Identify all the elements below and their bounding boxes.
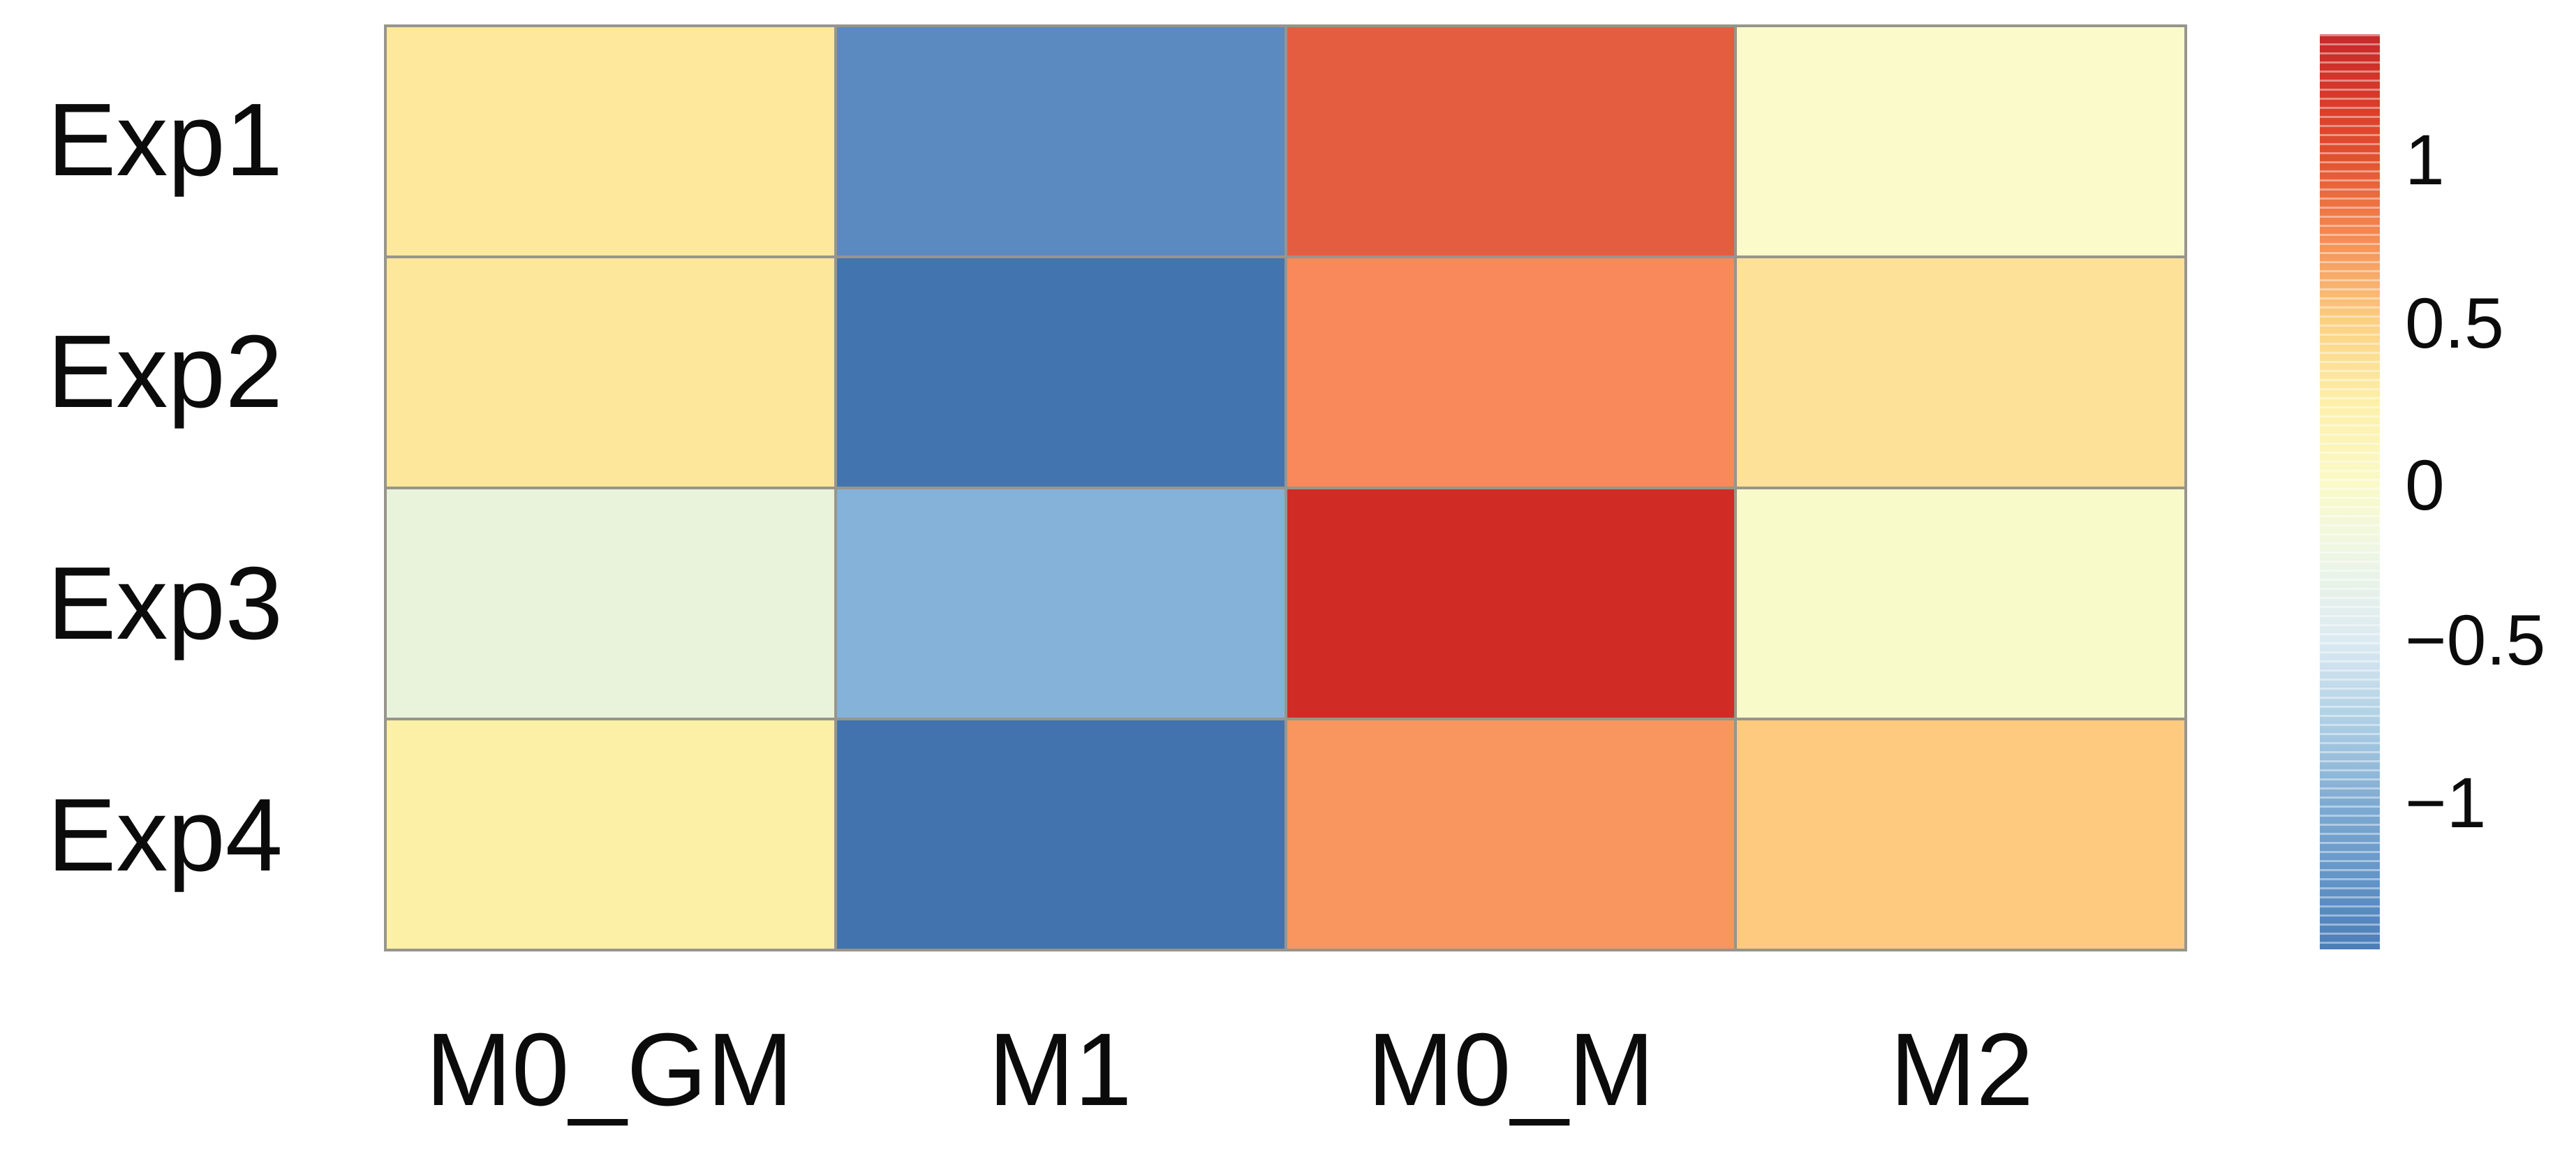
heatmap-cell (387, 27, 834, 255)
row-label: Exp2 (47, 314, 283, 429)
heatmap-cell (836, 720, 1285, 949)
row-label: Exp3 (47, 546, 283, 661)
colorbar (2320, 34, 2380, 949)
heatmap-cell (1737, 258, 2184, 487)
heatmap-cell (1287, 258, 1735, 487)
heatmap-cell (1737, 489, 2184, 718)
colorbar-tick-label: 1 (2405, 119, 2445, 200)
heatmap-grid (384, 24, 2187, 951)
colorbar-tick-label: 0 (2405, 445, 2445, 526)
heatmap-cell (836, 489, 1285, 718)
heatmap-cell (836, 258, 1285, 487)
colorbar-tick-label: −0.5 (2405, 600, 2546, 680)
heatmap-cell (387, 720, 834, 949)
column-label: M1 (988, 1012, 1132, 1127)
heatmap-cell (1287, 720, 1735, 949)
colorbar-tick-label: 0.5 (2405, 283, 2504, 364)
heatmap-cell (1737, 27, 2184, 255)
column-label: M0_M (1367, 1012, 1655, 1127)
heatmap-cell (1737, 720, 2184, 949)
column-label: M0_GM (425, 1012, 794, 1127)
heatmap-cell (1287, 27, 1735, 255)
row-label: Exp1 (47, 82, 283, 198)
row-label: Exp4 (47, 778, 283, 893)
column-label: M2 (1890, 1012, 2034, 1127)
heatmap-cell (1287, 489, 1735, 718)
heatmap-cell (387, 489, 834, 718)
colorbar-tick-label: −1 (2405, 763, 2487, 843)
colorbar-segment-stripes (2320, 34, 2380, 949)
heatmap-cell (836, 27, 1285, 255)
heatmap-cell (387, 258, 834, 487)
